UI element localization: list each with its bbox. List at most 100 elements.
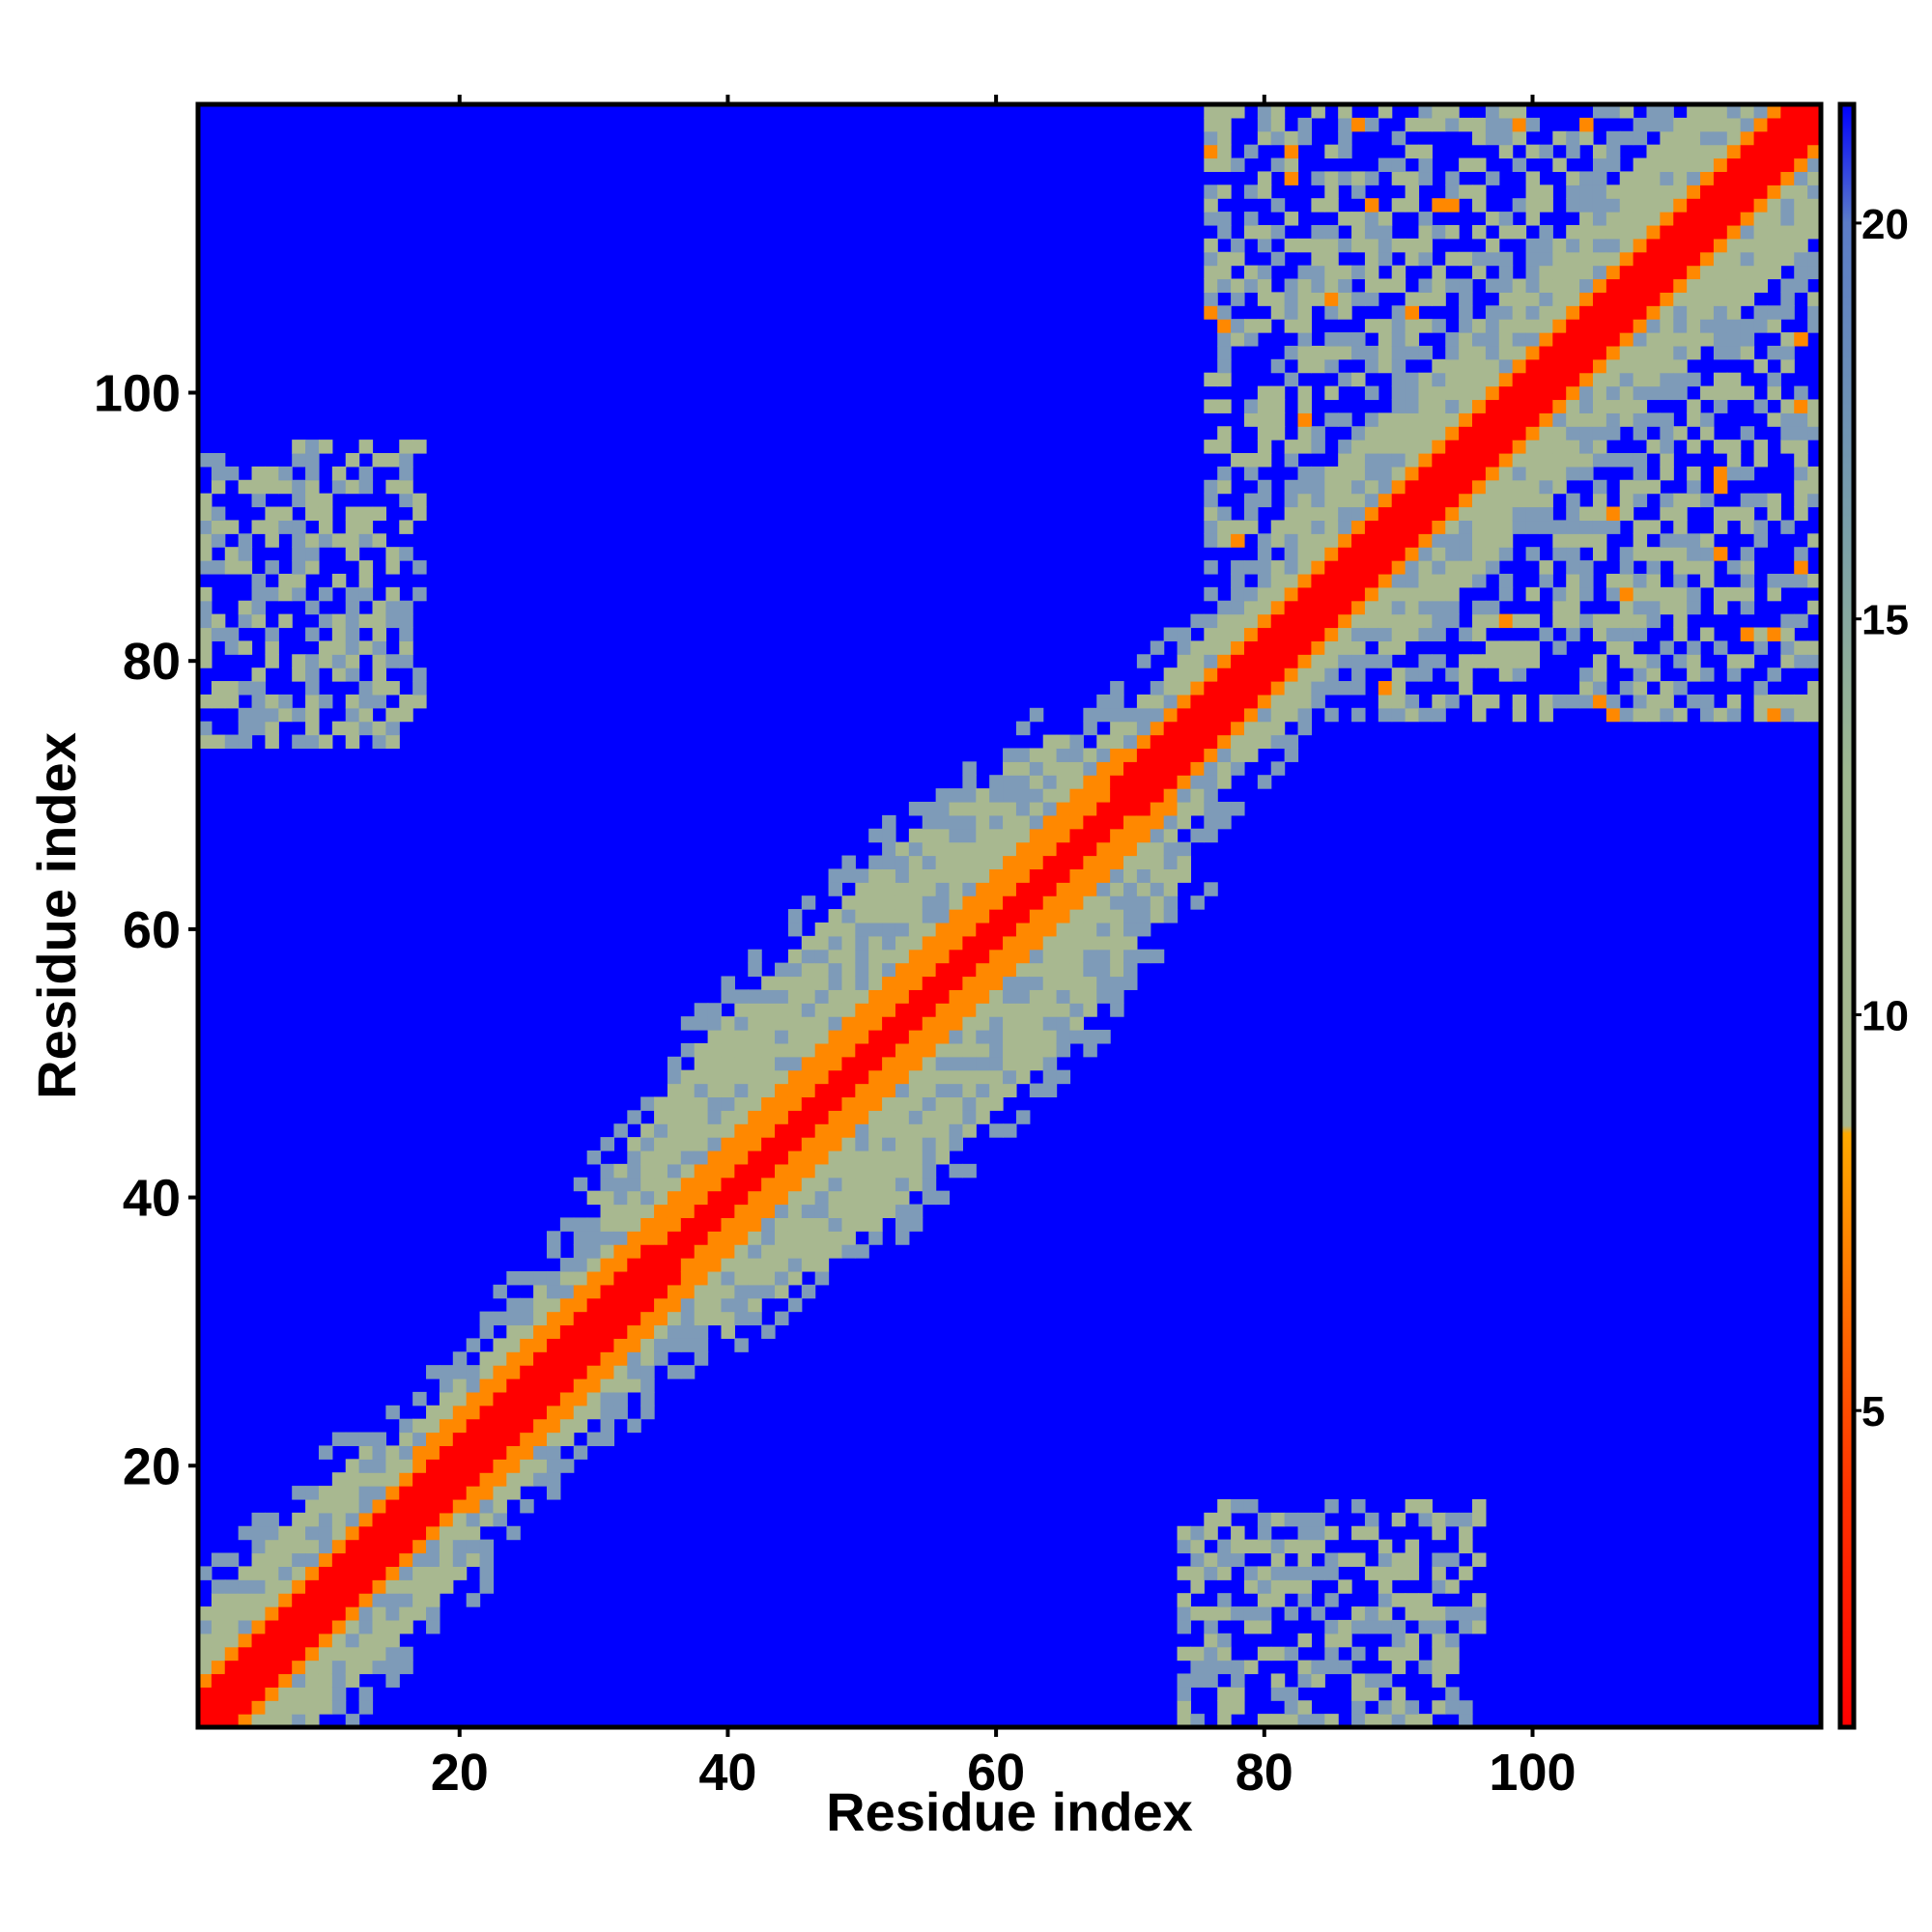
heatmap-cell (1069, 748, 1084, 762)
heatmap-cell (1324, 171, 1339, 185)
heatmap-cell (1512, 479, 1527, 495)
heatmap-cell (1485, 412, 1500, 427)
heatmap-cell (1069, 814, 1084, 830)
heatmap-cell (855, 1096, 869, 1111)
heatmap-cell (1351, 600, 1366, 615)
heatmap-cell (1566, 385, 1580, 401)
heatmap-cell (976, 976, 990, 990)
heatmap-cell (1231, 1606, 1245, 1621)
heatmap-cell (600, 1351, 615, 1366)
heatmap-cell (1177, 668, 1192, 682)
heatmap-cell (1633, 668, 1648, 682)
heatmap-cell (1177, 707, 1192, 723)
heatmap-cell (372, 694, 386, 709)
heatmap-cell (1432, 1646, 1446, 1662)
heatmap-cell (922, 855, 937, 869)
heatmap-cell (1364, 452, 1379, 468)
heatmap-cell (1123, 868, 1138, 883)
heatmap-cell (640, 1405, 655, 1420)
heatmap-cell (1217, 1687, 1232, 1701)
heatmap-cell (1217, 1498, 1232, 1514)
heatmap-cell (1324, 707, 1339, 723)
heatmap-cell (1780, 212, 1795, 226)
heatmap-cell (600, 1231, 615, 1245)
heatmap-cell (1432, 265, 1446, 280)
heatmap-cell (1485, 547, 1500, 561)
heatmap-cell (895, 1217, 910, 1232)
heatmap-cell (1512, 707, 1527, 723)
heatmap-cell (1190, 748, 1205, 762)
heatmap-cell (1257, 1646, 1272, 1662)
heatmap-cell (1297, 1700, 1312, 1715)
heatmap-cell (1673, 238, 1688, 253)
heatmap-cell (198, 734, 213, 750)
heatmap-cell (801, 1083, 816, 1098)
heatmap-cell (1190, 1714, 1205, 1728)
heatmap-cell (1243, 224, 1259, 240)
heatmap-cell (559, 1284, 575, 1299)
heatmap-cell (1459, 506, 1473, 522)
heatmap-cell (855, 1244, 869, 1259)
heatmap-cell (1566, 560, 1580, 575)
heatmap-cell (385, 1405, 400, 1420)
y-tick-label: 80 (123, 633, 181, 691)
heatmap-cell (1270, 1579, 1286, 1594)
heatmap-cell (1204, 613, 1218, 629)
heatmap-cell (1190, 681, 1205, 696)
heatmap-cell (1351, 292, 1366, 306)
heatmap-cell (1231, 533, 1245, 548)
heatmap-cell (654, 1311, 668, 1326)
heatmap-cell (989, 1042, 1004, 1058)
heatmap-cell (1311, 1525, 1325, 1541)
heatmap-cell (1056, 922, 1071, 937)
heatmap-cell (479, 1418, 495, 1434)
heatmap-cell (908, 1217, 923, 1232)
heatmap-cell (331, 627, 347, 641)
heatmap-cell (1633, 372, 1648, 387)
heatmap-cell (1311, 104, 1325, 119)
heatmap-cell (962, 922, 977, 937)
heatmap-cell (1767, 319, 1781, 333)
heatmap-cell (1351, 506, 1366, 522)
heatmap-cell (1311, 640, 1325, 655)
heatmap-cell (1324, 278, 1339, 293)
heatmap-cell (412, 1566, 427, 1580)
heatmap-cell (1459, 372, 1473, 387)
heatmap-cell (734, 1284, 749, 1299)
heatmap-cell (1297, 1579, 1312, 1594)
heatmap-cell (1324, 560, 1339, 575)
heatmap-cell (1378, 533, 1393, 548)
heatmap-cell (1498, 479, 1514, 495)
heatmap-cell (1042, 1069, 1058, 1085)
heatmap-cell (1378, 1619, 1393, 1634)
heatmap-cell (533, 1378, 548, 1393)
heatmap-cell (251, 1593, 267, 1607)
heatmap-cell (855, 1137, 869, 1151)
heatmap-cell (1270, 157, 1286, 173)
heatmap-cell (1015, 1016, 1031, 1031)
heatmap-cell (506, 1338, 521, 1352)
heatmap-cell (922, 1083, 937, 1098)
heatmap-cell (1767, 372, 1781, 387)
heatmap-cell (976, 1096, 990, 1111)
heatmap-cell (1391, 520, 1406, 534)
heatmap-cell (1673, 654, 1688, 668)
heatmap-cell (1364, 117, 1379, 132)
heatmap-cell (976, 841, 990, 857)
heatmap-cell (654, 1258, 668, 1272)
heatmap-cell (707, 1270, 723, 1286)
heatmap-cell (1459, 185, 1473, 199)
heatmap-cell (613, 1204, 628, 1218)
heatmap-cell (1726, 372, 1742, 387)
heatmap-cell (1445, 479, 1460, 495)
heatmap-cell (962, 909, 977, 923)
heatmap-cell (439, 1566, 454, 1580)
heatmap-cell (1338, 506, 1352, 522)
heatmap-cell (358, 1445, 374, 1460)
heatmap-cell (1338, 1552, 1352, 1567)
heatmap-cell (318, 694, 333, 709)
heatmap-cell (600, 1432, 615, 1447)
heatmap-cell (1605, 399, 1621, 413)
heatmap-cell (855, 1217, 869, 1232)
heatmap-cell (1605, 707, 1621, 723)
